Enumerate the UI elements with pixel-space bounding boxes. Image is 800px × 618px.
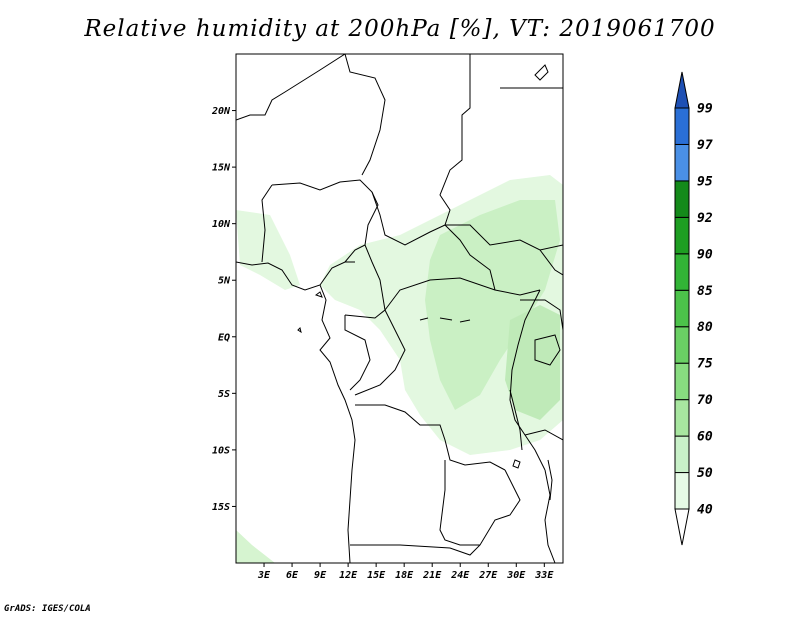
lat-tick-label: 5S bbox=[218, 389, 230, 400]
border-gabon-congo bbox=[344, 315, 371, 391]
island-sao-tome bbox=[297, 327, 302, 334]
border-cameroon-car bbox=[344, 244, 386, 319]
lon-tick-label: 9E bbox=[314, 570, 327, 581]
colorbar-interval bbox=[674, 253, 690, 291]
border-south-sudan-east bbox=[539, 249, 563, 276]
lon-tick-label: 33E bbox=[534, 570, 554, 581]
lon-tick-label: 21E bbox=[422, 570, 442, 581]
lat-tick-label: 10S bbox=[212, 445, 230, 456]
colorbar-label: 92 bbox=[697, 211, 713, 226]
border-niger-nigeria bbox=[261, 184, 273, 263]
colorbar-label: 90 bbox=[697, 247, 713, 262]
lon-tick-label: 27E bbox=[478, 570, 498, 581]
central-coastline bbox=[319, 284, 356, 563]
colorbar-interval bbox=[674, 143, 690, 182]
border-zambia-south bbox=[350, 469, 521, 556]
lat-tick-label: 10N bbox=[212, 219, 231, 230]
lat-tick-label: 5N bbox=[218, 276, 231, 287]
colorbar-interval bbox=[674, 289, 690, 328]
border-malawi bbox=[544, 469, 556, 563]
border-chad-car bbox=[371, 191, 496, 291]
lake-mweru bbox=[512, 459, 521, 469]
lat-tick-label: EQ bbox=[218, 332, 230, 343]
lon-tick-label: 6E bbox=[286, 570, 299, 581]
colorbar-label: 60 bbox=[697, 430, 713, 445]
lon-tick-label: 30E bbox=[506, 570, 526, 581]
border-sahara-1 bbox=[236, 54, 346, 121]
colorbar-label: 50 bbox=[697, 466, 713, 481]
humidity-region-west-coast bbox=[236, 210, 300, 290]
colorbar-label: 95 bbox=[697, 174, 713, 189]
colorbar-label: 97 bbox=[697, 138, 713, 153]
lon-tick-label: 24E bbox=[450, 570, 470, 581]
latitude-axis: 20N 15N 10N 5N EQ 5S 10S 15S bbox=[211, 106, 236, 513]
colorbar: 40 50 60 70 75 80 85 90 92 95 97 99 bbox=[674, 71, 713, 546]
border-drc-angola bbox=[355, 404, 506, 471]
colorbar-interval bbox=[674, 472, 690, 510]
lat-tick-label: 15N bbox=[212, 163, 231, 174]
colorbar-interval bbox=[674, 435, 690, 474]
colorbar-interval bbox=[674, 362, 690, 401]
lon-tick-label: 18E bbox=[395, 570, 414, 581]
humidity-region-southwest bbox=[236, 530, 275, 563]
longitude-axis: 3E 6E 9E 12E 15E 18E 21E 24E 27E 30E 33E bbox=[257, 563, 554, 581]
border-congo-drc bbox=[354, 309, 406, 396]
humidity-shading bbox=[236, 175, 563, 563]
border-car-drc bbox=[384, 277, 541, 311]
lon-tick-label: 15E bbox=[367, 570, 386, 581]
island-bioko bbox=[314, 291, 323, 298]
grads-credit: GrADS: IGES/COLA bbox=[4, 604, 91, 614]
map-title: Relative humidity at 200hPa [%], VT: 201… bbox=[84, 16, 716, 42]
river-mark-2 bbox=[439, 317, 453, 321]
colorbar-label: 85 bbox=[697, 284, 713, 299]
west-africa-coastline bbox=[236, 261, 355, 291]
lat-tick-label: 20N bbox=[211, 106, 231, 117]
colorbar-label: 40 bbox=[697, 503, 713, 518]
colorbar-interval bbox=[674, 180, 690, 218]
border-tanzania bbox=[524, 429, 563, 441]
colorbar-lower-arrow bbox=[674, 508, 690, 546]
border-sahara-2 bbox=[344, 54, 386, 176]
lon-tick-label: 12E bbox=[339, 570, 358, 581]
colorbar-label: 75 bbox=[697, 357, 713, 372]
lon-tick-label: 3E bbox=[257, 570, 271, 581]
colorbar-interval bbox=[674, 107, 690, 145]
lake-victoria bbox=[534, 334, 561, 366]
humidity-region-east bbox=[505, 305, 560, 420]
lake-malawi bbox=[547, 459, 553, 501]
border-uganda bbox=[520, 299, 563, 331]
border-sudan-southsudan bbox=[445, 224, 563, 251]
river-mark-1 bbox=[419, 317, 429, 321]
colorbar-label: 99 bbox=[697, 102, 713, 117]
map-frame bbox=[235, 53, 564, 564]
coastlines-borders bbox=[236, 54, 563, 563]
colorbar-label: 80 bbox=[697, 320, 713, 335]
colorbar-interval bbox=[674, 399, 690, 437]
border-angola-zambia bbox=[439, 460, 480, 546]
river-mark-3 bbox=[459, 319, 471, 323]
colorbar-label: 70 bbox=[697, 393, 713, 408]
border-drc-east bbox=[509, 289, 546, 471]
lake-nasser bbox=[534, 64, 549, 81]
lake-tanganyika bbox=[509, 389, 523, 451]
lat-tick-label: 15S bbox=[212, 502, 230, 513]
colorbar-interval bbox=[674, 326, 690, 364]
humidity-region-inner bbox=[425, 200, 560, 410]
colorbar-upper-arrow bbox=[674, 71, 690, 109]
border-sahara-3 bbox=[439, 54, 471, 226]
colorbar-interval bbox=[674, 216, 690, 255]
